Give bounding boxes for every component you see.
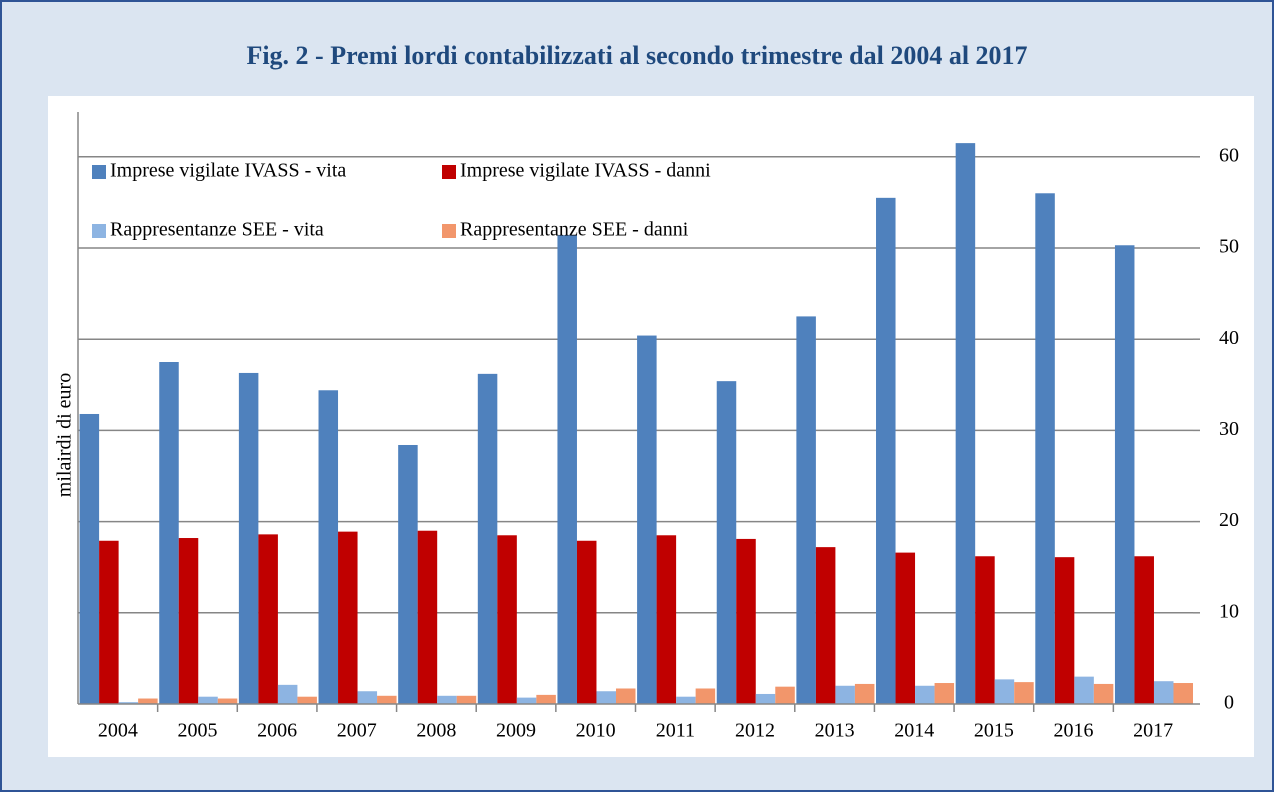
bar xyxy=(895,552,916,704)
x-tick-label: 2007 xyxy=(337,720,377,742)
bar xyxy=(576,540,597,704)
x-tick-label: 2013 xyxy=(815,720,855,742)
bar xyxy=(955,143,976,704)
bar xyxy=(297,696,317,704)
y-tick-label: 50 xyxy=(1219,236,1239,258)
bar xyxy=(557,235,577,704)
bar xyxy=(138,698,158,704)
bar xyxy=(238,372,259,704)
y-tick-label: 0 xyxy=(1224,692,1234,714)
bar xyxy=(775,686,795,704)
x-tick-label: 2009 xyxy=(496,720,536,742)
bar xyxy=(676,696,696,704)
bar xyxy=(1134,556,1154,704)
bar xyxy=(398,444,418,704)
y-axis-label: milairdi di euro xyxy=(54,373,76,497)
legend-swatch xyxy=(92,165,106,179)
bar xyxy=(994,679,1015,704)
bar xyxy=(915,685,935,704)
bar xyxy=(695,688,716,704)
y-tick-label: 30 xyxy=(1219,418,1239,440)
bar xyxy=(357,691,378,704)
bar xyxy=(217,698,238,704)
bar xyxy=(1114,245,1135,705)
x-tick-label: 2005 xyxy=(177,720,217,742)
bar xyxy=(1093,683,1114,704)
bar xyxy=(198,696,218,704)
y-tick-label: 10 xyxy=(1219,600,1239,622)
bar xyxy=(118,702,139,704)
bar xyxy=(975,556,995,704)
bar xyxy=(1035,193,1055,704)
legend-swatch xyxy=(92,224,106,238)
bar xyxy=(159,362,179,704)
bar xyxy=(178,538,199,704)
x-tick-label: 2014 xyxy=(894,720,934,742)
x-tick-label: 2010 xyxy=(576,720,616,742)
x-tick-label: 2012 xyxy=(735,720,775,742)
bar xyxy=(258,534,278,704)
bar xyxy=(338,531,358,704)
bar xyxy=(277,684,298,704)
bar xyxy=(835,685,855,704)
x-tick-label: 2011 xyxy=(656,720,695,742)
bar xyxy=(656,535,677,704)
bar xyxy=(876,197,896,704)
bar xyxy=(1173,683,1193,704)
bar xyxy=(736,538,756,704)
x-tick-label: 2004 xyxy=(98,720,138,742)
x-tick-label: 2017 xyxy=(1133,720,1173,742)
x-tick-label: 2016 xyxy=(1054,720,1094,742)
bar xyxy=(497,535,517,704)
bar xyxy=(1014,682,1034,704)
y-tick-label: 40 xyxy=(1219,327,1239,349)
legend-label: Rappresentanze SEE - danni xyxy=(460,219,689,241)
bar xyxy=(536,694,556,704)
bar xyxy=(99,540,119,704)
x-tick-label: 2006 xyxy=(257,720,297,742)
chart-title: Fig. 2 - Premi lordi contabilizzati al s… xyxy=(246,41,1027,70)
bar xyxy=(755,693,776,704)
bar xyxy=(417,530,438,704)
legend-label: Imprese vigilate IVASS - danni xyxy=(460,160,711,182)
bar xyxy=(437,695,457,704)
y-tick-label: 60 xyxy=(1219,144,1239,166)
bar xyxy=(516,697,537,704)
bar xyxy=(596,691,616,704)
bar xyxy=(377,695,397,704)
bar xyxy=(615,688,636,704)
bar xyxy=(815,547,836,704)
legend-swatch xyxy=(442,165,456,179)
legend-label: Rappresentanze SEE - vita xyxy=(110,219,324,241)
x-tick-label: 2008 xyxy=(416,720,456,742)
bar xyxy=(79,413,100,704)
bar xyxy=(637,335,657,704)
bar xyxy=(934,683,955,704)
bar xyxy=(318,390,339,704)
bar xyxy=(854,683,875,704)
bar xyxy=(716,381,737,704)
y-tick-label: 20 xyxy=(1219,509,1239,531)
bar xyxy=(477,373,498,704)
bar xyxy=(796,316,816,704)
legend-swatch xyxy=(442,224,456,238)
bar xyxy=(1074,676,1094,704)
legend-label: Imprese vigilate IVASS - vita xyxy=(110,160,346,182)
bar xyxy=(1153,681,1174,704)
bar xyxy=(456,695,477,704)
bar xyxy=(1054,557,1075,704)
x-tick-label: 2015 xyxy=(974,720,1014,742)
